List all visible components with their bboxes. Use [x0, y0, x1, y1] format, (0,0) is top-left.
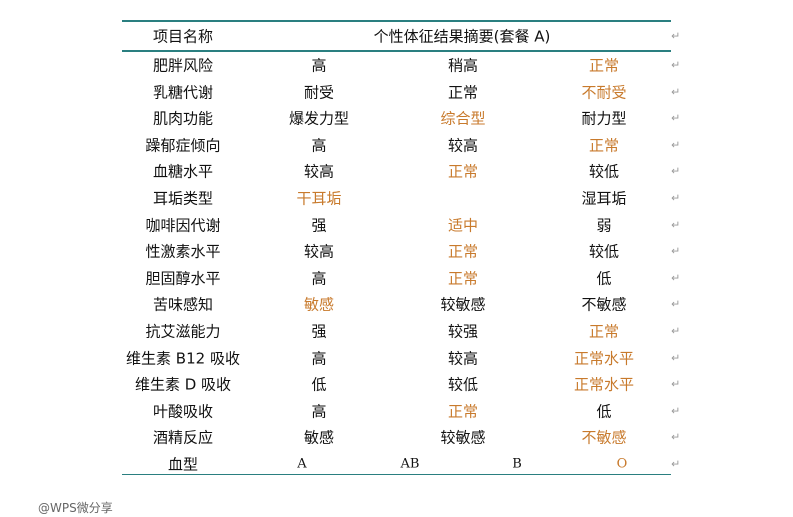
row-value: 低 — [596, 402, 612, 421]
row-label: 叶酸吸收 — [152, 402, 214, 421]
row-value: 高 — [311, 136, 327, 155]
row-value: 正常水平 — [573, 375, 635, 394]
row-label: 肌肉功能 — [152, 109, 214, 128]
row-value: 高 — [311, 402, 327, 421]
row-value: 高 — [311, 269, 327, 288]
row-label: 酒精反应 — [152, 428, 214, 447]
row-value: 低 — [311, 375, 327, 394]
row-value: 稍高 — [447, 56, 479, 75]
blood-type-value: O — [616, 456, 628, 472]
paragraph-mark-icon: ↵ — [671, 457, 681, 471]
table-bottom-border — [122, 474, 671, 475]
row-label: 乳糖代谢 — [152, 83, 214, 102]
row-value: 较敏感 — [440, 295, 486, 314]
watermark: @WPS微分享 — [38, 501, 113, 515]
row-value: 耐受 — [303, 83, 335, 102]
paragraph-mark-icon: ↵ — [671, 29, 681, 43]
paragraph-mark-icon: ↵ — [671, 271, 681, 285]
row-value: 爆发力型 — [288, 109, 350, 128]
paragraph-mark-icon: ↵ — [671, 191, 681, 205]
blood-type-value: A — [297, 456, 307, 472]
row-value: 较强 — [447, 322, 479, 341]
paragraph-mark-icon: ↵ — [671, 138, 681, 152]
paragraph-mark-icon: ↵ — [671, 351, 681, 365]
row-value: 低 — [596, 269, 612, 288]
row-value: 耐力型 — [581, 109, 627, 128]
row-value: 较高 — [303, 242, 335, 261]
row-value: 正常 — [447, 83, 479, 102]
row-value: 干耳垢 — [296, 189, 342, 208]
header-border — [122, 50, 671, 52]
row-value: 较敏感 — [440, 428, 486, 447]
row-label: 血糖水平 — [152, 162, 214, 181]
paragraph-mark-icon: ↵ — [671, 377, 681, 391]
row-value: 正常 — [588, 56, 620, 75]
row-value: 正常 — [447, 242, 479, 261]
blood-type-value: AB — [400, 456, 420, 472]
row-label: 肥胖风险 — [152, 56, 214, 75]
blood-type-value: B — [512, 456, 522, 472]
row-label: 苦味感知 — [152, 295, 214, 314]
row-value: 正常 — [588, 136, 620, 155]
row-value: 不敏感 — [581, 428, 627, 447]
paragraph-mark-icon: ↵ — [671, 111, 681, 125]
paragraph-mark-icon: ↵ — [671, 324, 681, 338]
row-label: 性激素水平 — [145, 242, 221, 261]
row-label: 躁郁症倾向 — [145, 136, 221, 155]
row-value: 较低 — [447, 375, 479, 394]
row-value: 正常 — [588, 322, 620, 341]
row-label: 血型 — [167, 455, 199, 474]
paragraph-mark-icon: ↵ — [671, 218, 681, 232]
row-value: 不敏感 — [581, 295, 627, 314]
row-value: 高 — [311, 56, 327, 75]
row-value: 不耐受 — [581, 83, 627, 102]
row-value: 强 — [311, 322, 327, 341]
row-label: 维生素 D 吸收 — [134, 375, 232, 394]
row-value: 弱 — [596, 216, 612, 235]
row-value: 综合型 — [440, 109, 486, 128]
row-label: 维生素 B12 吸收 — [126, 349, 240, 368]
row-value: 较高 — [303, 162, 335, 181]
row-value: 正常水平 — [573, 349, 635, 368]
paragraph-mark-icon: ↵ — [671, 244, 681, 258]
row-value: 正常 — [447, 269, 479, 288]
row-label: 胆固醇水平 — [145, 269, 221, 288]
paragraph-mark-icon: ↵ — [671, 430, 681, 444]
row-value: 敏感 — [303, 295, 335, 314]
header-name-column: 项目名称 — [152, 27, 214, 46]
row-value: 较低 — [588, 162, 620, 181]
paragraph-mark-icon: ↵ — [671, 164, 681, 178]
row-value: 强 — [311, 216, 327, 235]
paragraph-mark-icon: ↵ — [671, 85, 681, 99]
row-value: 湿耳垢 — [581, 189, 627, 208]
paragraph-mark-icon: ↵ — [671, 404, 681, 418]
row-value: 高 — [311, 349, 327, 368]
row-value: 正常 — [447, 162, 479, 181]
paragraph-mark-icon: ↵ — [671, 297, 681, 311]
header-title: 个性体征结果摘要(套餐 A) — [373, 27, 551, 46]
row-value: 正常 — [447, 402, 479, 421]
table-top-border — [122, 20, 671, 22]
row-label: 抗艾滋能力 — [145, 322, 221, 341]
row-label: 咖啡因代谢 — [145, 216, 221, 235]
paragraph-mark-icon: ↵ — [671, 58, 681, 72]
row-value: 较高 — [447, 136, 479, 155]
row-value: 敏感 — [303, 428, 335, 447]
row-value: 较高 — [447, 349, 479, 368]
row-value: 适中 — [447, 216, 479, 235]
row-label: 耳垢类型 — [152, 189, 214, 208]
row-value: 较低 — [588, 242, 620, 261]
